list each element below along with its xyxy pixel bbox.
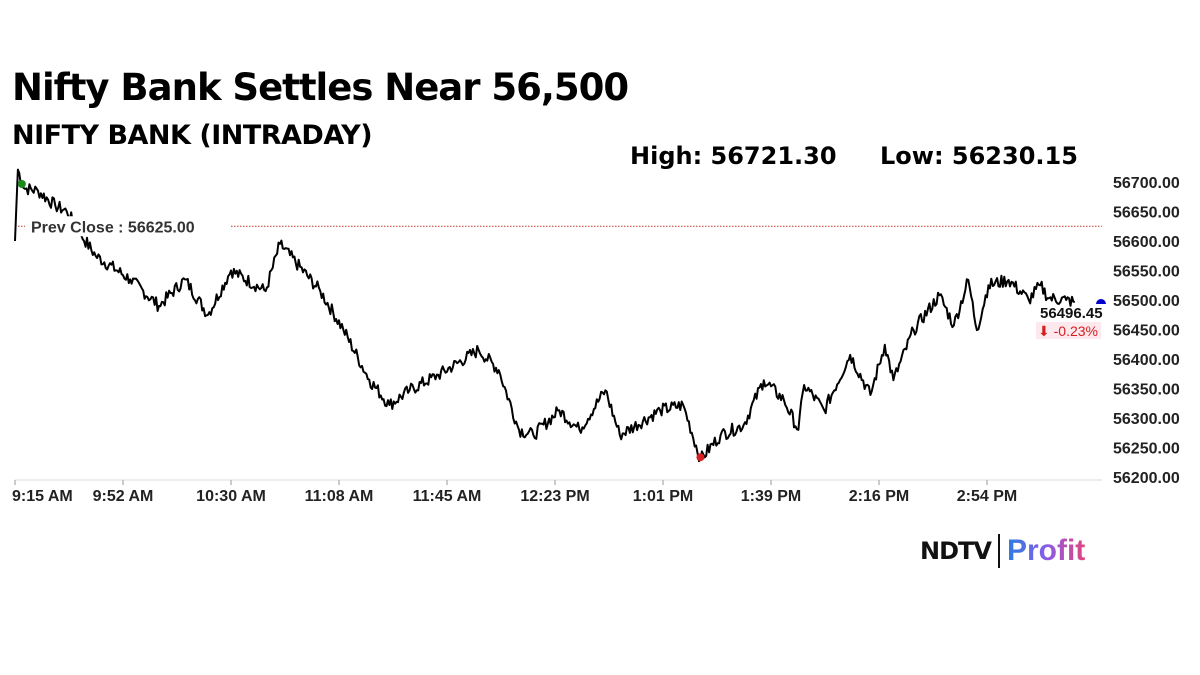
logo-ndtv: NDTV [920,537,992,565]
y-tick-label: 56500.00 [1113,293,1180,310]
price-line [14,168,1076,463]
y-tick-label: 56650.00 [1113,205,1180,222]
low-value: Low: 56230.15 [880,142,1078,170]
x-tick-label: 10:30 AM [196,488,266,505]
change-badge-bg [1036,322,1101,339]
x-tick-label: 1:39 PM [741,488,801,505]
y-tick-label: 56700.00 [1113,175,1180,192]
y-tick-label: 56550.00 [1113,264,1180,281]
y-tick-label: 56600.00 [1113,234,1180,251]
x-tick-label: 2:54 PM [957,488,1017,505]
ndtv-profit-logo: NDTV Profit [920,534,1085,568]
last-price-label: 56496.45 [1040,305,1103,322]
last-price-marker [1096,299,1106,304]
x-tick-label: 9:15 AM [12,488,73,505]
high-value: High: 56721.30 [630,142,837,170]
prev-close-label: Prev Close : 56625.00 [31,219,195,236]
low-marker [696,453,705,462]
page-title: Nifty Bank Settles Near 56,500 [12,66,629,109]
y-tick-label: 56250.00 [1113,441,1180,458]
x-tick-label: 11:08 AM [305,488,374,505]
change-label: ⬇ -0.23% [1038,323,1098,339]
x-tick-label: 9:52 AM [93,488,154,505]
prev-close-label-bg [25,216,230,237]
y-tick-label: 56400.00 [1113,352,1180,369]
logo-divider [997,534,1000,568]
y-tick-label: 56350.00 [1113,382,1180,399]
y-tick-label: 56200.00 [1113,470,1180,487]
x-tick-label: 12:23 PM [520,488,589,505]
high-marker [17,180,26,188]
x-tick-label: 11:45 AM [413,488,482,505]
y-tick-label: 56450.00 [1113,323,1180,340]
x-tick-label: 2:16 PM [849,488,909,505]
chart-subtitle: NIFTY BANK (INTRADAY) [12,120,373,151]
x-tick-label: 1:01 PM [633,488,693,505]
y-tick-label: 56300.00 [1113,411,1180,428]
logo-profit: Profit [1006,534,1086,567]
